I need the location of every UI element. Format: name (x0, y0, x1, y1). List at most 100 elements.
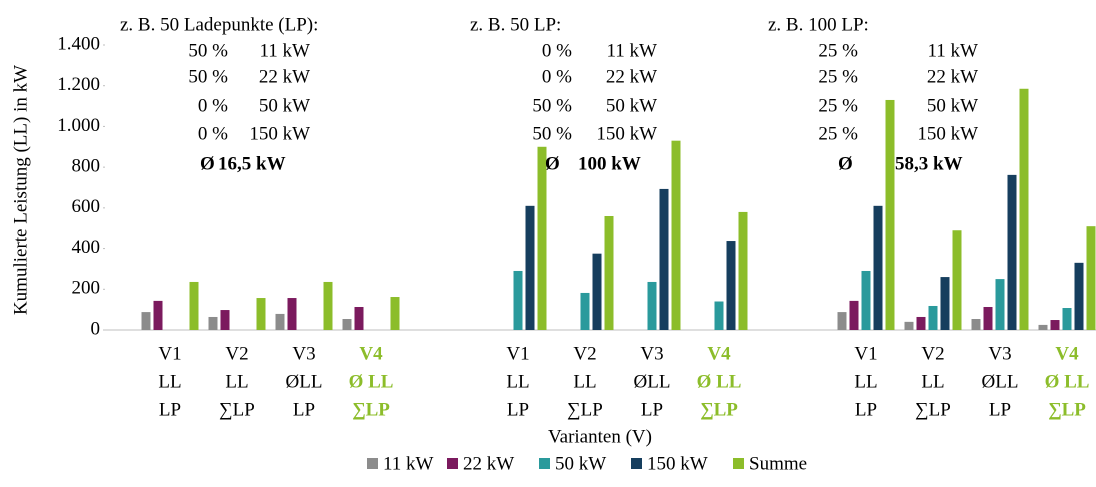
x-tick-label: ∑LP (700, 399, 738, 420)
bar (928, 305, 938, 330)
legend-swatch (631, 458, 642, 469)
annotation-share: 50 % (188, 40, 228, 61)
annotation-average-symbol: Ø (838, 153, 853, 174)
x-tick-label: ØLL (286, 371, 323, 392)
bar (390, 297, 400, 330)
annotation-average: 58,3 kW (895, 153, 963, 174)
x-axis-title: Varianten (V) (548, 426, 652, 447)
x-tick-label: LP (989, 399, 1011, 420)
bar (1038, 324, 1048, 330)
x-tick-label: LL (921, 371, 944, 392)
annotation-header: z. B. 50 Ladepunkte (LP): (120, 14, 318, 35)
annotation-power: 22 kW (606, 66, 657, 87)
x-tick-label: V3 (292, 343, 315, 364)
annotation-average-symbol: Ø (200, 153, 215, 174)
annotation-power: 50 kW (259, 95, 310, 116)
x-tick-label: V4 (707, 343, 731, 364)
x-tick-label: V2 (225, 343, 248, 364)
bar (1062, 308, 1072, 330)
x-tick-label: V1 (506, 343, 529, 364)
bar (873, 205, 883, 330)
bar (952, 230, 962, 330)
annotation-share: 0 % (198, 123, 228, 144)
legend-swatch (367, 458, 378, 469)
x-tick-label: ∑LP (219, 399, 255, 420)
bar (647, 281, 657, 330)
x-tick-label: LP (159, 399, 181, 420)
bar (604, 216, 614, 330)
bar (220, 310, 230, 330)
x-tick-label: LL (506, 371, 529, 392)
x-tick-label: LP (507, 399, 529, 420)
y-tick-label: 1.000 (57, 115, 100, 136)
legend-swatch (733, 458, 744, 469)
x-tick-label: V3 (988, 343, 1011, 364)
y-axis-title: Kumulierte Leistung (LL) in kW (10, 65, 31, 315)
bar (189, 281, 199, 330)
annotation-power: 150 kW (596, 123, 657, 144)
y-tick-label: 600 (72, 196, 101, 217)
legend-swatch (539, 458, 550, 469)
annotation-power: 11 kW (928, 40, 979, 61)
annotation-share: 25 % (818, 66, 858, 87)
x-tick-label: LP (293, 399, 315, 420)
annotation-power: 11 kW (260, 40, 311, 61)
x-tick-label: Ø LL (349, 371, 394, 392)
annotation-share: 0 % (198, 95, 228, 116)
x-tick-label: ∑LP (1048, 399, 1086, 420)
bar (714, 301, 724, 330)
annotation-power: 150 kW (917, 123, 978, 144)
bar (885, 99, 895, 330)
x-tick-label: LL (854, 371, 877, 392)
bar (153, 300, 163, 330)
bar (983, 306, 993, 330)
bar (208, 316, 218, 330)
x-tick-label: LL (225, 371, 248, 392)
legend-label: 11 kW (383, 453, 434, 474)
bar (971, 319, 981, 330)
annotation-power: 150 kW (249, 123, 310, 144)
annotation-power: 11 kW (607, 40, 658, 61)
annotation-power: 50 kW (606, 95, 657, 116)
x-tick-label: ØLL (634, 371, 671, 392)
bar (580, 292, 590, 330)
bar (275, 313, 285, 330)
x-tick-label: V2 (921, 343, 944, 364)
y-tick-label: 800 (72, 156, 101, 177)
bar (354, 306, 364, 330)
x-tick-label: ∑LP (352, 399, 390, 420)
x-tick-label: Ø LL (697, 371, 742, 392)
x-tick-label: LP (855, 399, 877, 420)
annotation-average: 100 kW (578, 153, 641, 174)
bar (287, 298, 297, 330)
annotation-header: z. B. 50 LP: (470, 14, 561, 35)
y-tick-label: 1.200 (57, 74, 100, 95)
annotation-power: 50 kW (927, 95, 978, 116)
x-tick-label: V4 (1055, 343, 1079, 364)
annotation-header: z. B. 100 LP: (768, 14, 869, 35)
bar (738, 211, 748, 330)
bar (323, 281, 333, 330)
bar (1050, 320, 1060, 330)
bar (849, 300, 859, 330)
legend-label: 50 kW (555, 453, 606, 474)
bar (1007, 174, 1017, 330)
y-tick-label: 200 (72, 278, 101, 299)
bar (940, 277, 950, 330)
x-tick-label: ØLL (982, 371, 1019, 392)
bar (1019, 88, 1029, 331)
annotation-share: 25 % (818, 40, 858, 61)
bar (1086, 226, 1096, 330)
bar (861, 270, 871, 330)
annotation-share: 25 % (818, 123, 858, 144)
y-tick-label: 400 (72, 237, 101, 258)
x-tick-label: V3 (640, 343, 663, 364)
annotation-share: 50 % (532, 123, 572, 144)
y-tick-label: 1.400 (57, 33, 100, 54)
x-tick-label: LP (641, 399, 663, 420)
y-tick-label: 0 (91, 318, 101, 339)
bar (256, 298, 266, 330)
annotation-share: 50 % (532, 95, 572, 116)
